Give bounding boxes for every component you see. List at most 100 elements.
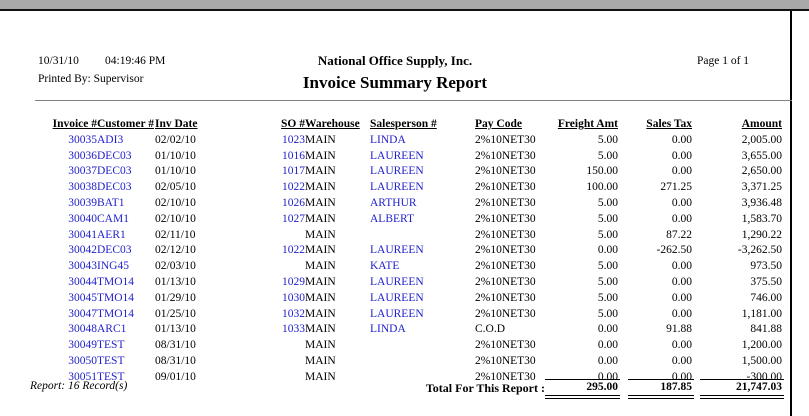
- table-row: 30042 DEC03 02/12/10 1022 MAIN LAUREEN 2%10NET…: [35, 243, 782, 259]
- inv-date-cell: 02/11/10: [155, 228, 196, 241]
- salesperson-cell[interactable]: LAUREEN: [370, 149, 424, 162]
- invoice-table-body: 30035 ADI3 02/02/10 1023 MAIN LINDA 2%10NET30 5…: [35, 132, 782, 385]
- sales-tax-cell: 271.25: [660, 181, 692, 194]
- customer-code-cell[interactable]: TMO14: [97, 276, 135, 289]
- so-number-cell[interactable]: 1029: [282, 276, 305, 289]
- so-number-cell[interactable]: 1026: [282, 197, 305, 210]
- table-row: 30047 TMO14 01/25/10 1032 MAIN LAUREEN 2%10NET…: [35, 306, 782, 322]
- so-number-cell[interactable]: 1016: [282, 149, 305, 162]
- total-freight-box: 295.00: [545, 379, 620, 399]
- customer-code-cell[interactable]: ING45: [97, 260, 129, 273]
- pay-code-cell: 2%10NET30: [475, 197, 536, 210]
- pay-code-cell: 2%10NET30: [475, 260, 536, 273]
- so-number-cell[interactable]: 1033: [282, 323, 305, 336]
- salesperson-cell[interactable]: LAUREEN: [370, 181, 424, 194]
- salesperson-cell[interactable]: LINDA: [370, 323, 406, 336]
- freight-amt-cell: 0.00: [597, 323, 618, 336]
- customer-code-cell[interactable]: TMO14: [97, 307, 135, 320]
- customer-code-cell[interactable]: TEST: [97, 370, 125, 383]
- sales-tax-cell: 91.88: [666, 323, 692, 336]
- pay-code-cell: 2%10NET30: [475, 291, 536, 304]
- amount-cell: 1,290.22: [741, 228, 782, 241]
- amount-cell: 3,936.48: [741, 197, 782, 210]
- column-header-inv-date: Inv Date: [155, 118, 198, 130]
- customer-code-cell[interactable]: ARC1: [97, 323, 127, 336]
- invoice-number-cell[interactable]: 30038: [68, 181, 97, 194]
- amount-cell: 1,583.70: [741, 212, 782, 225]
- salesperson-cell[interactable]: LAUREEN: [370, 291, 424, 304]
- column-header-amount: Amount: [741, 118, 782, 130]
- pay-code-cell: 2%10NET30: [475, 339, 536, 352]
- invoice-number-cell[interactable]: 30045: [68, 291, 97, 304]
- customer-code-cell[interactable]: DEC03: [97, 244, 132, 257]
- amount-cell: 2,005.00: [741, 133, 782, 146]
- invoice-number-cell[interactable]: 30044: [68, 276, 97, 289]
- total-sales-tax-box: 187.85: [628, 379, 694, 399]
- invoice-number-cell[interactable]: 30037: [68, 165, 97, 178]
- invoice-number-cell[interactable]: 30047: [68, 307, 97, 320]
- salesperson-cell[interactable]: ARTHUR: [370, 197, 417, 210]
- so-number-cell[interactable]: 1027: [282, 212, 305, 225]
- total-freight-amt: 295.00: [545, 380, 620, 399]
- salesperson-cell[interactable]: ALBERT: [370, 212, 415, 225]
- customer-code-cell[interactable]: ADI3: [97, 133, 124, 146]
- so-number-cell[interactable]: 1022: [282, 181, 305, 194]
- invoice-number-cell[interactable]: 30040: [68, 212, 97, 225]
- customer-code-cell[interactable]: DEC03: [97, 149, 132, 162]
- header-divider: [35, 100, 792, 101]
- inv-date-cell: 01/25/10: [155, 307, 196, 320]
- salesperson-cell[interactable]: LAUREEN: [370, 244, 424, 257]
- invoice-number-cell[interactable]: 30035: [68, 133, 97, 146]
- column-header-invoice-number: Invoice #: [52, 118, 97, 130]
- salesperson-cell[interactable]: KATE: [370, 260, 400, 273]
- amount-cell: 973.50: [750, 260, 782, 273]
- freight-amt-cell: 0.00: [597, 355, 618, 368]
- salesperson-cell[interactable]: LAUREEN: [370, 276, 424, 289]
- invoice-number-cell[interactable]: 30039: [68, 197, 97, 210]
- inv-date-cell: 01/10/10: [155, 165, 196, 178]
- invoice-number-cell[interactable]: 30043: [68, 260, 97, 273]
- inv-date-cell: 09/01/10: [155, 370, 196, 383]
- customer-code-cell[interactable]: CAM1: [97, 212, 129, 225]
- customer-code-cell[interactable]: AER1: [97, 228, 126, 241]
- so-number-cell[interactable]: 1022: [282, 244, 305, 257]
- invoice-number-cell[interactable]: 30049: [68, 339, 97, 352]
- so-number-cell[interactable]: 1023: [282, 133, 305, 146]
- freight-amt-cell: 5.00: [597, 212, 618, 225]
- report-date: 10/31/10: [38, 55, 79, 67]
- customer-code-cell[interactable]: TEST: [97, 339, 125, 352]
- salesperson-cell[interactable]: LINDA: [370, 133, 406, 146]
- so-number-cell[interactable]: 1017: [282, 165, 305, 178]
- so-number-cell[interactable]: 1032: [282, 307, 305, 320]
- warehouse-cell: MAIN: [305, 228, 336, 241]
- salesperson-cell[interactable]: LAUREEN: [370, 307, 424, 320]
- freight-amt-cell: 5.00: [597, 260, 618, 273]
- invoice-number-cell[interactable]: 30051: [68, 370, 97, 383]
- invoice-number-cell[interactable]: 30048: [68, 323, 97, 336]
- total-label: Total For This Report :: [425, 381, 545, 395]
- so-number-cell[interactable]: 1030: [282, 291, 305, 304]
- warehouse-cell: MAIN: [305, 307, 336, 320]
- amount-cell: 746.00: [750, 291, 782, 304]
- invoice-number-cell[interactable]: 30050: [68, 355, 97, 368]
- inv-date-cell: 01/29/10: [155, 291, 196, 304]
- sales-tax-cell: 0.00: [671, 260, 692, 273]
- customer-code-cell[interactable]: TEST: [97, 355, 125, 368]
- customer-code-cell[interactable]: DEC03: [97, 165, 132, 178]
- salesperson-cell[interactable]: LAUREEN: [370, 165, 424, 178]
- inv-date-cell: 02/02/10: [155, 133, 196, 146]
- sales-tax-cell: 0.00: [671, 212, 692, 225]
- warehouse-cell: MAIN: [305, 323, 336, 336]
- invoice-number-cell[interactable]: 30042: [68, 244, 97, 257]
- invoice-number-cell[interactable]: 30036: [68, 149, 97, 162]
- invoice-number-cell[interactable]: 30041: [68, 228, 97, 241]
- page-number: Page 1 of 1: [697, 55, 750, 67]
- customer-code-cell[interactable]: TMO14: [97, 291, 135, 304]
- warehouse-cell: MAIN: [305, 260, 336, 273]
- sales-tax-cell: 0.00: [671, 276, 692, 289]
- inv-date-cell: 01/13/10: [155, 323, 196, 336]
- customer-code-cell[interactable]: BAT1: [97, 197, 125, 210]
- warehouse-cell: MAIN: [305, 212, 336, 225]
- customer-code-cell[interactable]: DEC03: [97, 181, 132, 194]
- amount-cell: 1,500.00: [741, 355, 782, 368]
